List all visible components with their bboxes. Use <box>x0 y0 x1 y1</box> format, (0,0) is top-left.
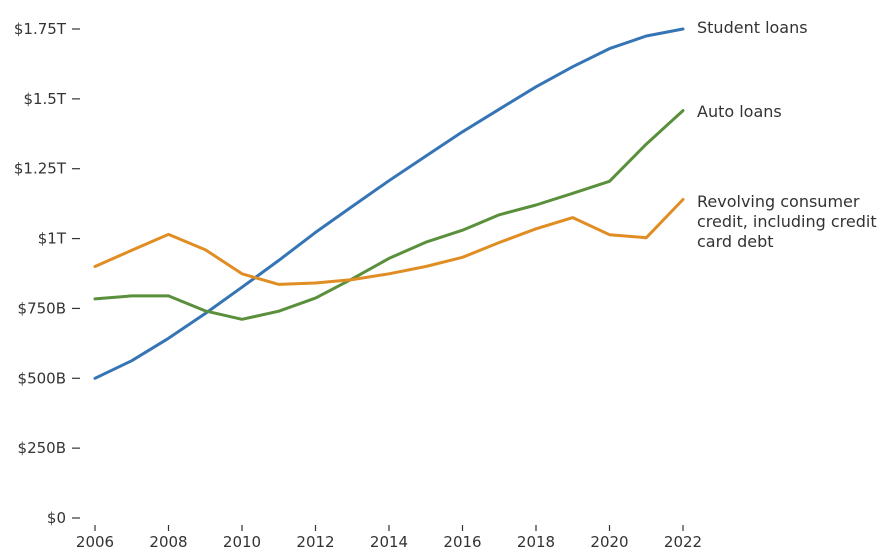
x-axis: 2006 2008 2010 2012 2014 2016 2018 2020 2022 <box>76 525 702 551</box>
series-line-revolving-consumer-credit-including-credit-card-debt <box>93 198 685 286</box>
series-labels: Student loans Auto loans Revolving consume… <box>697 18 877 251</box>
x-tick-label: 2010 <box>223 533 261 551</box>
x-tick-label: 2022 <box>664 533 702 551</box>
x-tick-label: 2020 <box>590 533 628 551</box>
x-tick-label: 2012 <box>296 533 334 551</box>
y-tick-label: $750B <box>18 299 66 317</box>
series-label-line: card debt <box>697 232 774 251</box>
series-layer <box>93 27 685 380</box>
y-axis: $0 $250B $500B $750B $1T $1.25T $1.5T $1.75T <box>14 20 80 527</box>
series-label-line: Auto loans <box>697 102 782 121</box>
series-label-line: Revolving consumer <box>697 192 860 211</box>
series-label-line: credit, including credit <box>697 212 877 231</box>
y-tick-label: $1.25T <box>14 160 67 178</box>
y-tick-label: $1.5T <box>23 90 66 108</box>
y-tick-label: $1.75T <box>14 20 67 38</box>
series-line-student-loans <box>93 27 685 380</box>
x-tick-label: 2018 <box>517 533 555 551</box>
x-tick-label: 2006 <box>76 533 114 551</box>
y-tick-label: $0 <box>47 509 66 527</box>
series-line-auto-loans <box>93 109 685 321</box>
series-label-revolving-consumer-credit-including-credit-card-debt: Revolving consumer credit, including cred… <box>697 192 877 251</box>
series-label-line: Student loans <box>697 18 808 37</box>
y-tick-label: $250B <box>18 439 66 457</box>
series-label-auto-loans: Auto loans <box>697 102 782 121</box>
x-tick-label: 2008 <box>149 533 187 551</box>
series-label-student-loans: Student loans <box>697 18 808 37</box>
x-tick-label: 2014 <box>370 533 408 551</box>
y-tick-label: $500B <box>18 369 66 387</box>
x-tick-label: 2016 <box>443 533 481 551</box>
y-tick-label: $1T <box>38 230 67 248</box>
